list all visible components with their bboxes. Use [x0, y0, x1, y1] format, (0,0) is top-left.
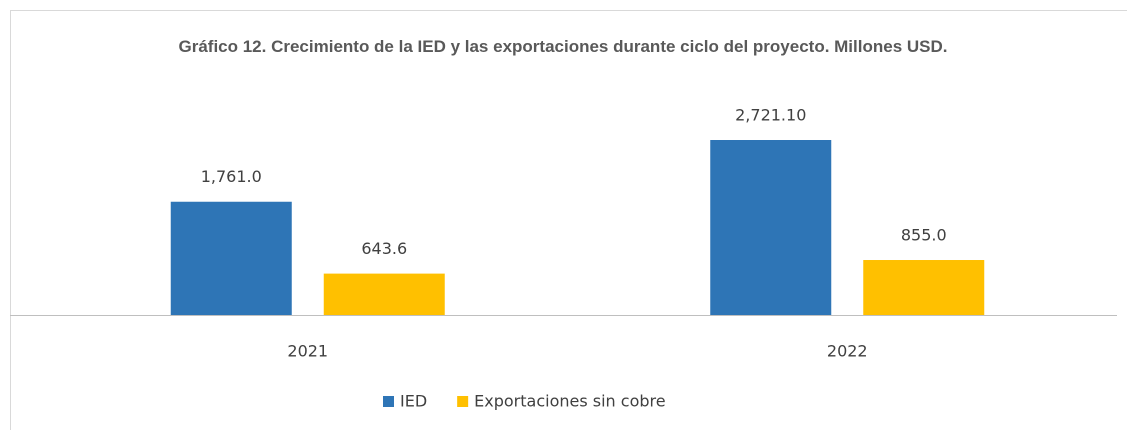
bar [863, 260, 985, 315]
chart-frame [10, 10, 1127, 430]
legend-label: Exportaciones sin cobre [474, 392, 665, 411]
value-label: 2,721.10 [735, 106, 806, 125]
value-label: 643.6 [361, 239, 407, 258]
legend-swatch [383, 396, 394, 407]
bar [710, 140, 832, 315]
value-label: 1,761.0 [201, 167, 262, 186]
legend-swatch [457, 396, 469, 407]
bar [323, 273, 445, 315]
x-tick-label: 2021 [287, 342, 328, 361]
value-label: 855.0 [901, 226, 947, 245]
chart-title: Gráfico 12. Crecimiento de la IED y las … [178, 37, 948, 56]
legend-label: IED [400, 392, 427, 411]
bar [170, 201, 292, 315]
x-tick-label: 2022 [827, 342, 868, 361]
